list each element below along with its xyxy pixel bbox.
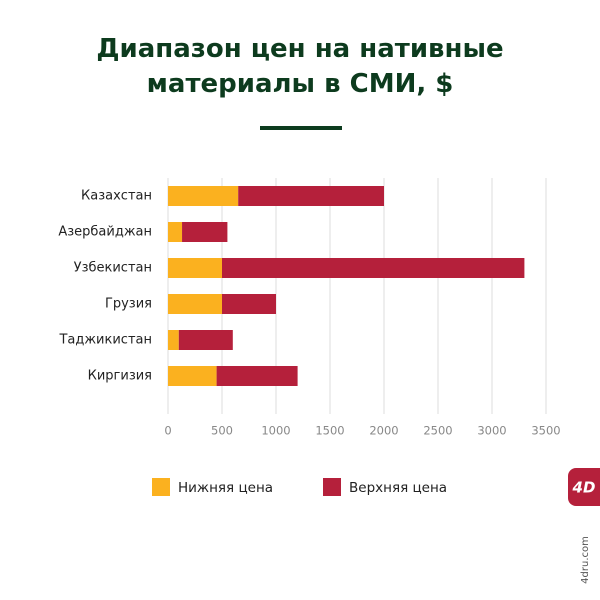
watermark: 4dru.com — [580, 536, 591, 584]
y-tick-label: Азербайджан — [58, 225, 152, 240]
logo: 4D — [572, 479, 596, 497]
y-tick-label: Таджикистан — [58, 333, 152, 348]
x-tick-label: 2500 — [423, 424, 452, 438]
bar-lower — [168, 186, 239, 206]
x-tick-label: 2000 — [369, 424, 398, 438]
y-tick-label: Казахстан — [81, 189, 152, 204]
chart-title: Диапазон цен на нативные материалы в СМИ… — [96, 34, 504, 99]
x-tick-label: 3000 — [477, 424, 506, 438]
x-tick-label: 1000 — [261, 424, 290, 438]
bar-upper — [216, 366, 298, 386]
bar-lower — [168, 258, 222, 278]
bar-lower — [168, 330, 179, 350]
x-tick-label: 500 — [211, 424, 233, 438]
x-tick-label: 1500 — [315, 424, 344, 438]
bar-upper — [178, 330, 233, 350]
bar-upper — [238, 186, 384, 206]
y-tick-label: Узбекистан — [74, 261, 152, 276]
legend-swatch — [323, 478, 341, 496]
bar-lower — [168, 222, 183, 242]
legend-label: Нижняя цена — [178, 480, 273, 496]
bar-lower — [168, 294, 222, 314]
title-underline — [260, 126, 342, 130]
bar-upper — [222, 258, 525, 278]
y-tick-label: Киргизия — [88, 369, 152, 384]
legend-swatch — [152, 478, 170, 496]
bar-upper — [182, 222, 228, 242]
y-tick-label: Грузия — [105, 297, 152, 312]
logo-badge — [568, 468, 600, 506]
x-tick-label: 3500 — [531, 424, 560, 438]
bar-lower — [168, 366, 217, 386]
x-tick-label: 0 — [164, 424, 171, 438]
bar-upper — [222, 294, 276, 314]
legend-label: Верхняя цена — [349, 480, 447, 496]
